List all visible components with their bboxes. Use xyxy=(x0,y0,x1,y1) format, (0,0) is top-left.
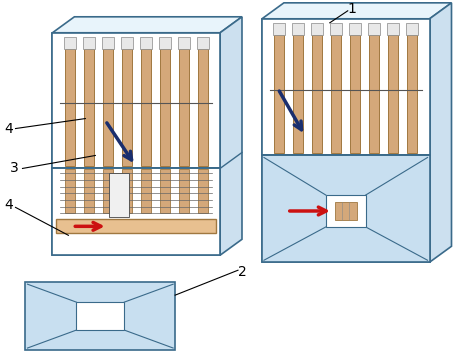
Polygon shape xyxy=(330,23,342,35)
Text: 2: 2 xyxy=(237,265,246,279)
Polygon shape xyxy=(64,37,76,49)
Polygon shape xyxy=(178,37,190,49)
Polygon shape xyxy=(160,170,170,213)
Text: 3: 3 xyxy=(10,162,19,175)
Polygon shape xyxy=(262,3,452,19)
Polygon shape xyxy=(273,23,285,35)
Polygon shape xyxy=(179,49,189,167)
Text: 4: 4 xyxy=(4,198,13,212)
Polygon shape xyxy=(407,35,417,154)
Polygon shape xyxy=(368,23,380,35)
Polygon shape xyxy=(26,282,175,350)
Polygon shape xyxy=(349,23,361,35)
Polygon shape xyxy=(83,37,95,49)
Polygon shape xyxy=(159,37,171,49)
Polygon shape xyxy=(122,170,132,213)
Polygon shape xyxy=(84,49,94,167)
Polygon shape xyxy=(103,170,113,213)
Polygon shape xyxy=(262,155,429,262)
Polygon shape xyxy=(331,35,341,154)
Polygon shape xyxy=(122,49,132,167)
Polygon shape xyxy=(311,23,323,35)
Polygon shape xyxy=(335,202,357,220)
Polygon shape xyxy=(84,170,94,213)
Polygon shape xyxy=(65,49,75,167)
Polygon shape xyxy=(262,19,429,155)
Polygon shape xyxy=(179,170,189,213)
Polygon shape xyxy=(160,49,170,167)
Polygon shape xyxy=(274,35,284,154)
Polygon shape xyxy=(388,35,398,154)
Polygon shape xyxy=(103,49,113,167)
Polygon shape xyxy=(141,49,151,167)
Polygon shape xyxy=(312,35,322,154)
Polygon shape xyxy=(406,23,418,35)
Polygon shape xyxy=(102,37,114,49)
Polygon shape xyxy=(387,23,399,35)
Polygon shape xyxy=(121,37,133,49)
Polygon shape xyxy=(76,302,124,330)
Text: 1: 1 xyxy=(347,2,356,16)
Polygon shape xyxy=(293,35,303,154)
Text: 4: 4 xyxy=(4,122,13,135)
Polygon shape xyxy=(56,219,216,233)
Polygon shape xyxy=(65,170,75,213)
Polygon shape xyxy=(53,33,220,168)
Polygon shape xyxy=(141,170,151,213)
Polygon shape xyxy=(220,17,242,255)
Polygon shape xyxy=(53,33,220,255)
Polygon shape xyxy=(292,23,304,35)
Polygon shape xyxy=(369,35,379,154)
Polygon shape xyxy=(198,49,208,167)
Polygon shape xyxy=(429,3,452,262)
Polygon shape xyxy=(350,35,360,154)
Polygon shape xyxy=(326,195,366,227)
Polygon shape xyxy=(262,19,429,262)
Polygon shape xyxy=(197,37,209,49)
Polygon shape xyxy=(53,168,220,255)
Polygon shape xyxy=(140,37,152,49)
Polygon shape xyxy=(109,174,129,217)
Polygon shape xyxy=(53,17,242,33)
Polygon shape xyxy=(198,170,208,213)
